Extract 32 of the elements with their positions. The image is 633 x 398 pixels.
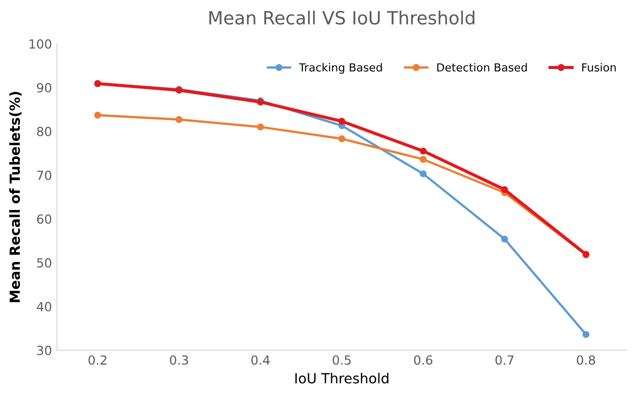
x-tick-label: 0.5: [332, 355, 351, 365]
point: [501, 236, 508, 243]
point: [338, 118, 346, 125]
y-tick-label: 70: [37, 170, 52, 180]
point: [420, 170, 427, 178]
legend-label: Tracking Based: [298, 62, 382, 74]
x-axis-title: IoU Threshold: [295, 372, 388, 384]
point: [338, 135, 346, 142]
x-tick-label: 0.7: [495, 355, 514, 365]
x-tick-label: 0.6: [414, 355, 432, 365]
x-tick-label: 0.3: [170, 355, 188, 365]
legend-label: Fusion: [582, 62, 616, 72]
x-tick-label: 0.4: [251, 355, 270, 365]
x-tick-label: 0.8: [576, 355, 596, 365]
point: [176, 116, 183, 123]
chart-title: Mean Recall VS IoU Threshold: [209, 10, 474, 25]
y-tick-label: 80: [37, 126, 52, 136]
point: [256, 123, 264, 130]
point: [501, 186, 508, 194]
legend-label: Detection Based: [437, 62, 527, 72]
x-tick-label: 0.2: [88, 355, 106, 365]
point: [420, 148, 427, 155]
y-tick-label: 40: [36, 302, 52, 312]
y-tick-label: 100: [30, 39, 52, 49]
point: [420, 156, 427, 163]
y-tick-label: 60: [37, 214, 52, 224]
y-axis-title: Mean Recall of Tubelets(%): [9, 92, 22, 302]
y-tick-label: 50: [37, 258, 52, 268]
y-tick-label: 30: [37, 346, 52, 356]
y-tick-label: 90: [36, 83, 52, 92]
point: [582, 331, 590, 338]
point: [94, 112, 102, 119]
